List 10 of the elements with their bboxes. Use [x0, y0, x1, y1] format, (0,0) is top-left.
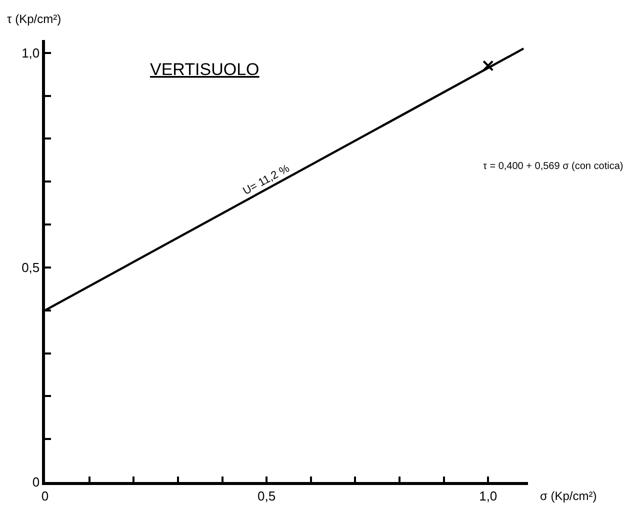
- y-tick-label: 1,0: [22, 45, 40, 60]
- y-axis-title: τ (Kp/cm²): [7, 12, 62, 26]
- x-tick-label: 1,0: [479, 488, 498, 504]
- x-tick-label: 0,5: [258, 488, 276, 504]
- y-tick-label: 0: [32, 474, 40, 490]
- y-tick-label: 0,5: [22, 260, 40, 275]
- text: VERTISUOLO: [150, 60, 260, 79]
- annotation: τ = 0,400 + 0,569 σ (con cotica): [483, 161, 624, 172]
- x-axis-title: σ (Kp/cm²): [540, 489, 597, 503]
- annotation: U= 11,2 %: [241, 162, 292, 198]
